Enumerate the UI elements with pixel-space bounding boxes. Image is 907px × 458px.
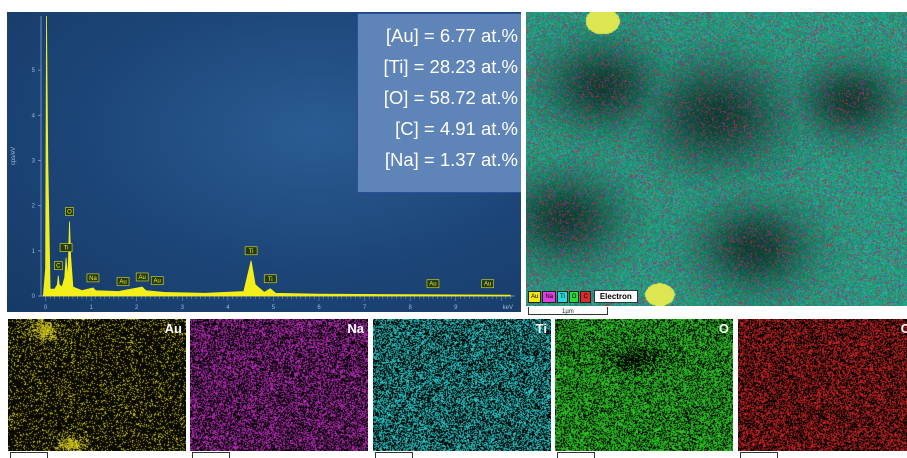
map-au-label: Au xyxy=(164,321,182,336)
x-tick-label-8: 8 xyxy=(409,305,413,311)
y-axis-label: cps/eV xyxy=(11,147,17,165)
map-scale-2 xyxy=(192,452,230,458)
peak-label-box-4 xyxy=(116,277,130,286)
x-tick-label-9: 9 xyxy=(454,305,458,311)
legend-na: Na xyxy=(542,290,557,303)
peak-label-1: Ti xyxy=(64,246,69,252)
peak-label-3: Na xyxy=(89,276,97,282)
map-scale-4 xyxy=(557,452,595,458)
eds-spectrum-chart: 0 1 2 3 4 5 0 1 2 3 4 5 6 7 8 9 keV cps/eV C Ti O Na Au Au Au Ti T… xyxy=(7,12,521,312)
legend-au: Au xyxy=(528,290,542,303)
x-tick-label-7: 7 xyxy=(363,305,367,311)
peak-label-7: Ti xyxy=(249,249,254,255)
spectrum-series xyxy=(42,15,511,297)
overlay-legend: Au Na Ti O C Electron xyxy=(528,290,638,303)
composition-na: [Na] = 1.37 at.% xyxy=(384,149,518,170)
peak-label-box-2 xyxy=(65,207,74,216)
peak-label-9: Au xyxy=(429,282,436,288)
map-au-image xyxy=(8,319,186,451)
y-tick-label-0: 0 xyxy=(32,294,36,300)
overlay-image xyxy=(526,12,907,306)
x-tick-label-2: 2 xyxy=(135,305,139,311)
y-tick-label-3: 3 xyxy=(32,159,36,165)
peak-label-0: C xyxy=(56,264,61,270)
map-scale-1 xyxy=(10,452,48,458)
map-scale-5 xyxy=(740,452,778,458)
map-na-label: Na xyxy=(347,321,364,336)
x-tick-label-6: 6 xyxy=(317,305,321,311)
peak-label-box-7 xyxy=(244,246,258,256)
x-tick-label-4: 4 xyxy=(226,305,230,311)
peak-label-10: Au xyxy=(484,282,491,288)
peak-label-2: O xyxy=(67,209,72,215)
electron-label: Electron xyxy=(593,290,638,303)
y-tick-label-1: 1 xyxy=(32,249,36,255)
spectrum-plot: 0 1 2 3 4 5 0 1 2 3 4 5 6 7 8 9 keV cps/eV C Ti O Na Au Au Au Ti T… xyxy=(11,15,515,311)
peak-label-box-1 xyxy=(59,243,73,252)
x-tick-label-0: 0 xyxy=(44,305,48,311)
map-o: O xyxy=(555,319,733,451)
map-ti-image xyxy=(373,319,551,451)
peak-label-box-9 xyxy=(426,279,440,289)
composition-box: [Au] = 6.77 at.% [Ti] = 28.23 at.% [O] =… xyxy=(357,13,521,193)
peak-label-box-0 xyxy=(54,261,63,270)
peak-label-5: Au xyxy=(139,275,146,281)
peak-label-4: Au xyxy=(119,279,126,285)
peak-label-box-6 xyxy=(150,276,164,285)
peak-label-box-8 xyxy=(263,274,277,284)
map-na-image xyxy=(190,319,368,451)
legend-o: O xyxy=(568,290,580,303)
peak-label-box-3 xyxy=(86,273,100,283)
x-tick-label-3: 3 xyxy=(181,305,185,311)
legend-c: C xyxy=(580,290,591,303)
map-ti-label: Ti xyxy=(535,321,547,336)
map-na: Na xyxy=(190,319,368,451)
peak-label-8: Ti xyxy=(268,277,273,283)
peak-label-box-10 xyxy=(481,279,494,289)
peak-label-box-5 xyxy=(135,272,149,282)
map-ti: Ti xyxy=(373,319,551,451)
composition-au: [Au] = 6.77 at.% xyxy=(385,25,518,46)
composition-o: [O] = 58.72 at.% xyxy=(383,87,518,108)
overlay-scale-label: 1µm xyxy=(562,309,574,315)
layered-eds-map: Au Na Ti O C Electron xyxy=(526,12,907,306)
legend-ti: Ti xyxy=(557,290,568,303)
peak-label-6: Au xyxy=(154,279,161,285)
map-au: Au xyxy=(8,319,186,451)
x-axis-label: keV xyxy=(503,305,513,311)
map-c-image xyxy=(738,319,907,451)
map-c-label: C xyxy=(900,321,907,336)
x-tick-label-1: 1 xyxy=(89,305,93,311)
composition-ti: [Ti] = 28.23 at.% xyxy=(383,56,518,77)
overlay-scale-bar xyxy=(528,307,608,315)
map-scale-3 xyxy=(375,452,413,458)
map-o-image xyxy=(555,319,733,451)
y-tick-label-4: 4 xyxy=(32,113,36,119)
map-o-label: O xyxy=(718,321,729,336)
y-tick-label-5: 5 xyxy=(32,68,36,74)
y-tick-label-2: 2 xyxy=(32,204,36,210)
x-tick-label-5: 5 xyxy=(272,305,276,311)
composition-c: [C] = 4.91 at.% xyxy=(395,118,518,139)
map-c: C xyxy=(738,319,907,451)
